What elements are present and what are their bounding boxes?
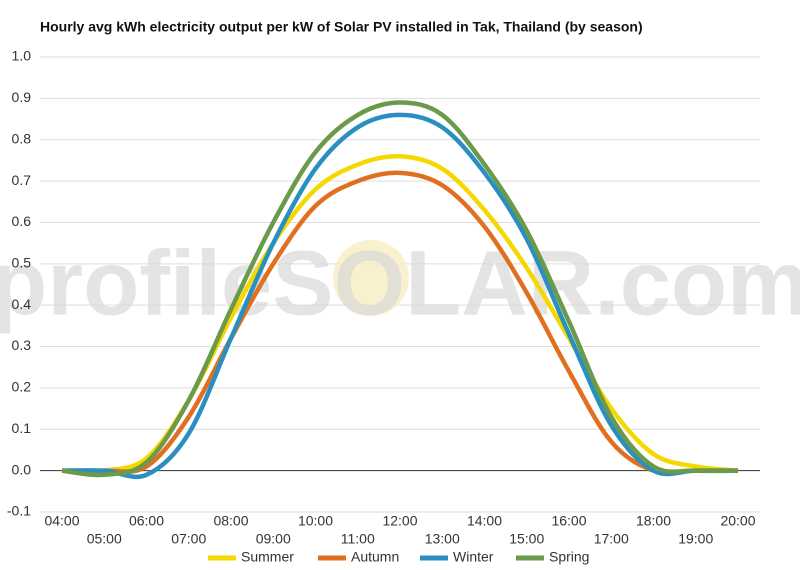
y-tick-label: 0.5: [12, 255, 32, 271]
x-tick-label: 12:00: [382, 513, 417, 529]
x-tick-label: 08:00: [213, 513, 248, 529]
y-tick-label: 0.7: [12, 172, 32, 188]
x-tick-label: 06:00: [129, 513, 164, 529]
y-tick-label: 0.4: [12, 296, 32, 312]
x-tick-label: 15:00: [509, 531, 544, 547]
lines: [61, 100, 739, 480]
legend-label: Summer: [241, 549, 294, 565]
x-tick-label: 07:00: [171, 531, 206, 547]
x-tick-label: 14:00: [467, 513, 502, 529]
x-tick-label: 04:00: [44, 513, 79, 529]
y-tick-label: 0.9: [12, 89, 32, 105]
series-line: [61, 112, 738, 480]
y-tick-label: 0.6: [12, 213, 32, 229]
y-tick-label: 0.3: [12, 337, 32, 353]
x-tick-label: 17:00: [594, 531, 629, 547]
x-tick-label: 16:00: [551, 513, 586, 529]
watermark-sun: [333, 240, 409, 316]
x-tick-label: 19:00: [678, 531, 713, 547]
y-tick-label: 1.0: [12, 48, 32, 64]
x-tick-label: 10:00: [298, 513, 333, 529]
legend-label: Spring: [549, 549, 589, 565]
x-tick-label: 09:00: [256, 531, 291, 547]
y-tick-label: -0.1: [7, 503, 31, 519]
legend-label: Autumn: [351, 549, 399, 565]
series-line: [61, 170, 738, 476]
y-tick-label: 0.2: [12, 379, 32, 395]
x-tick-label: 18:00: [636, 513, 671, 529]
x-tick-label: 20:00: [720, 513, 755, 529]
y-tick-label: 0.1: [12, 420, 32, 436]
y-tick-label: 0.0: [12, 461, 32, 477]
x-tick-label: 11:00: [341, 531, 375, 547]
x-tick-label: 13:00: [425, 531, 460, 547]
grid: [40, 56, 760, 513]
y-tick-label: 0.8: [12, 130, 32, 146]
x-tick-label: 05:00: [87, 531, 122, 547]
series-line: [61, 100, 739, 478]
chart-title: Hourly avg kWh electricity output per kW…: [40, 19, 643, 35]
watermark: profileSOLAR.com: [0, 232, 800, 334]
legend-label: Winter: [453, 549, 494, 565]
